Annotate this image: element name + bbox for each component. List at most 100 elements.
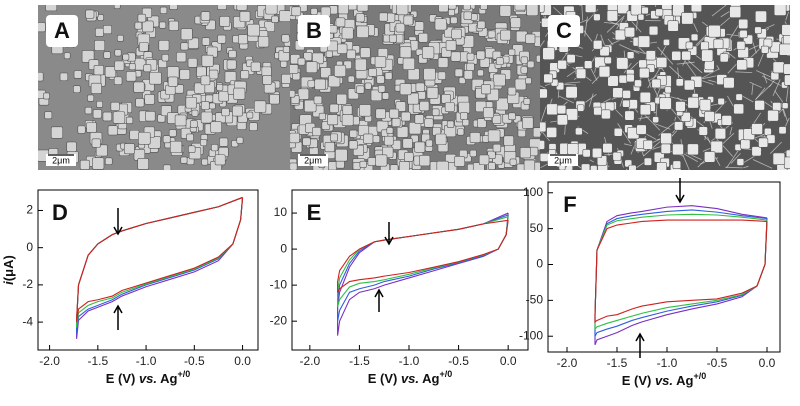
fiber [579,5,583,6]
fiber [785,86,789,102]
particle [708,24,721,38]
particle [667,20,679,32]
particle [95,27,104,37]
particle [307,80,316,88]
particle [698,126,708,136]
y-tick-label: 50 [530,221,544,235]
x-axis-title: E (V) vs. Ag+/0 [622,371,707,388]
sem-content [540,5,790,170]
y-tick-label: 2 [26,203,33,217]
particle [432,108,440,117]
particle [685,41,694,50]
fiber [625,168,628,170]
fiber [540,105,547,123]
particle [639,104,651,116]
particle [395,101,407,112]
particle [656,57,668,68]
particle [389,164,399,170]
particle [522,117,534,129]
particle [376,75,385,84]
particle [290,162,298,170]
x-tick-label: -1.0 [399,354,420,368]
particle [700,41,710,51]
scale-label: 2μm [52,155,70,165]
x-tick-label: -0.5 [707,356,728,370]
particle [525,77,532,85]
particle [236,5,248,11]
particle [87,94,95,102]
particle [129,129,140,140]
particle [73,85,81,93]
particle [312,127,322,137]
particle [592,39,603,50]
particle [781,102,789,110]
particle [507,86,517,96]
scale-box [298,154,328,166]
particle [102,111,113,122]
particle [399,46,412,59]
particle [641,6,649,15]
y-tick-label: -20 [270,313,288,327]
particle [462,119,470,127]
particle [367,157,377,166]
particle [50,126,64,139]
particle [628,164,637,170]
particle [672,143,684,156]
particle [384,72,393,80]
particle [408,121,422,135]
fiber [755,84,772,100]
fiber [623,143,632,146]
particle [135,98,145,108]
particle [342,105,353,116]
fiber [617,123,631,144]
particle [310,7,318,16]
particle [77,125,86,134]
particle [174,114,187,127]
particle [403,15,414,26]
particle [721,115,732,126]
particle [675,101,686,112]
particle [396,5,409,16]
particle [414,21,425,31]
particle [247,23,260,37]
particle [313,95,323,105]
particle [652,116,660,124]
particle [161,53,170,62]
particle [434,18,447,31]
particle [454,68,464,78]
particle [546,127,558,138]
particle [169,140,183,154]
fiber [788,153,790,156]
particle [636,124,647,135]
fiber [774,90,784,103]
particle [680,111,691,122]
particle [656,162,667,170]
particle [463,5,471,11]
fiber [763,73,768,84]
particle [525,33,536,44]
fiber [563,83,577,86]
particle [626,73,635,83]
particle [279,10,290,23]
fiber [716,65,720,70]
particle [655,8,664,17]
particle [414,141,426,153]
particle [661,5,673,11]
sem-image: A 2μm [38,5,290,170]
particle [457,128,465,136]
particle [492,114,502,125]
fiber [699,68,720,80]
cv-curve [594,205,768,346]
particle [168,129,177,137]
particle [565,86,578,99]
particle [221,107,230,117]
fiber [789,91,790,93]
particle [448,5,457,10]
particle [754,10,767,23]
particle [402,57,415,71]
particle [320,67,332,79]
particle [95,144,108,157]
fiber [585,93,597,103]
particle [372,135,381,143]
cv-curve [337,212,509,336]
